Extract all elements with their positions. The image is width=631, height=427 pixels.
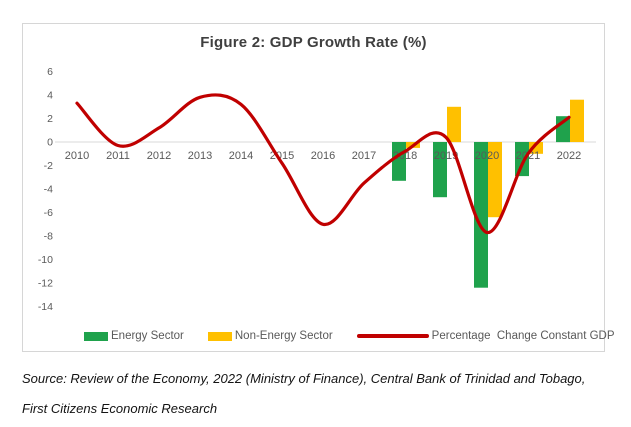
source-note-line2: First Citizens Economic Research <box>22 401 218 416</box>
x-axis-tick-label: 2017 <box>352 150 376 162</box>
bar-non-energy-sector-2022 <box>570 99 584 142</box>
legend-label-energy: Energy Sector <box>111 330 184 342</box>
bar-non-energy-sector-2019 <box>447 106 461 143</box>
y-axis-tick-label: 4 <box>47 90 53 102</box>
x-axis-tick-label: 2010 <box>65 150 89 162</box>
y-axis-tick-label: 6 <box>47 66 53 78</box>
bar-energy-sector-2020 <box>474 142 488 288</box>
non-energy-sector-swatch-icon <box>207 331 232 341</box>
bar-energy-sector-2021 <box>515 142 529 177</box>
chart-plot: 6 4 2 0 -2 -4 -6 -8 -10 -12 -14 2010 2011 2012 2013 201… <box>38 66 596 313</box>
source-note-line1: Source: Review of the Economy, 2022 (Min… <box>22 371 586 386</box>
y-axis-tick-label: 0 <box>47 137 53 149</box>
x-axis-tick-label: 2018 <box>393 150 417 162</box>
x-axis-tick-label: 2019 <box>434 150 458 162</box>
percentage-change-constant-gdp-line <box>75 93 571 235</box>
y-axis-tick-label: 2 <box>47 113 53 125</box>
legend-item-gdp-line: Percentage Change Constant GDP <box>356 330 615 342</box>
source-note: Source: Review of the Economy, 2022 (Min… <box>22 364 621 424</box>
y-axis-tick-label: -10 <box>38 254 53 266</box>
legend-label-gdp-line: Percentage Change Constant GDP <box>431 330 615 342</box>
y-axis-tick-label: -8 <box>44 231 53 243</box>
x-axis-tick-label: 2012 <box>147 150 171 162</box>
y-axis-tick-label: -4 <box>44 184 53 196</box>
x-axis-tick-label: 2013 <box>188 150 212 162</box>
x-axis-tick-label: 2011 <box>106 150 130 162</box>
chart-title: Figure 2: GDP Growth Rate (%) <box>200 34 427 51</box>
x-axis-tick-label: 2022 <box>557 150 581 162</box>
chart-figure: 6 4 2 0 -2 -4 -6 -8 -10 -12 -14 2010 2011 2012 2013 201… <box>22 23 615 352</box>
legend-label-non-energy: Non-Energy Sector <box>234 330 333 342</box>
x-axis-tick-label: 2016 <box>311 150 335 162</box>
legend-item-energy: Energy Sector <box>84 330 184 342</box>
y-axis-tick-label: -14 <box>38 301 53 313</box>
y-axis-tick-label: -12 <box>38 278 53 290</box>
y-axis-tick-label: -2 <box>44 160 53 172</box>
energy-sector-swatch-icon <box>84 331 108 341</box>
gdp-line-swatch-icon <box>356 334 429 338</box>
bar-energy-sector-2019 <box>433 142 447 198</box>
legend-item-non-energy: Non-Energy Sector <box>207 330 333 342</box>
y-axis-tick-label: -6 <box>44 207 53 219</box>
bar-non-energy-sector-2020 <box>488 142 502 218</box>
chart-legend: Energy Sector Non-Energy Sector Percenta… <box>23 330 615 342</box>
bar-non-energy-sector-2021 <box>529 142 543 154</box>
x-axis-tick-label: 2014 <box>229 150 253 162</box>
x-axis-tick-label: 2020 <box>475 150 499 162</box>
